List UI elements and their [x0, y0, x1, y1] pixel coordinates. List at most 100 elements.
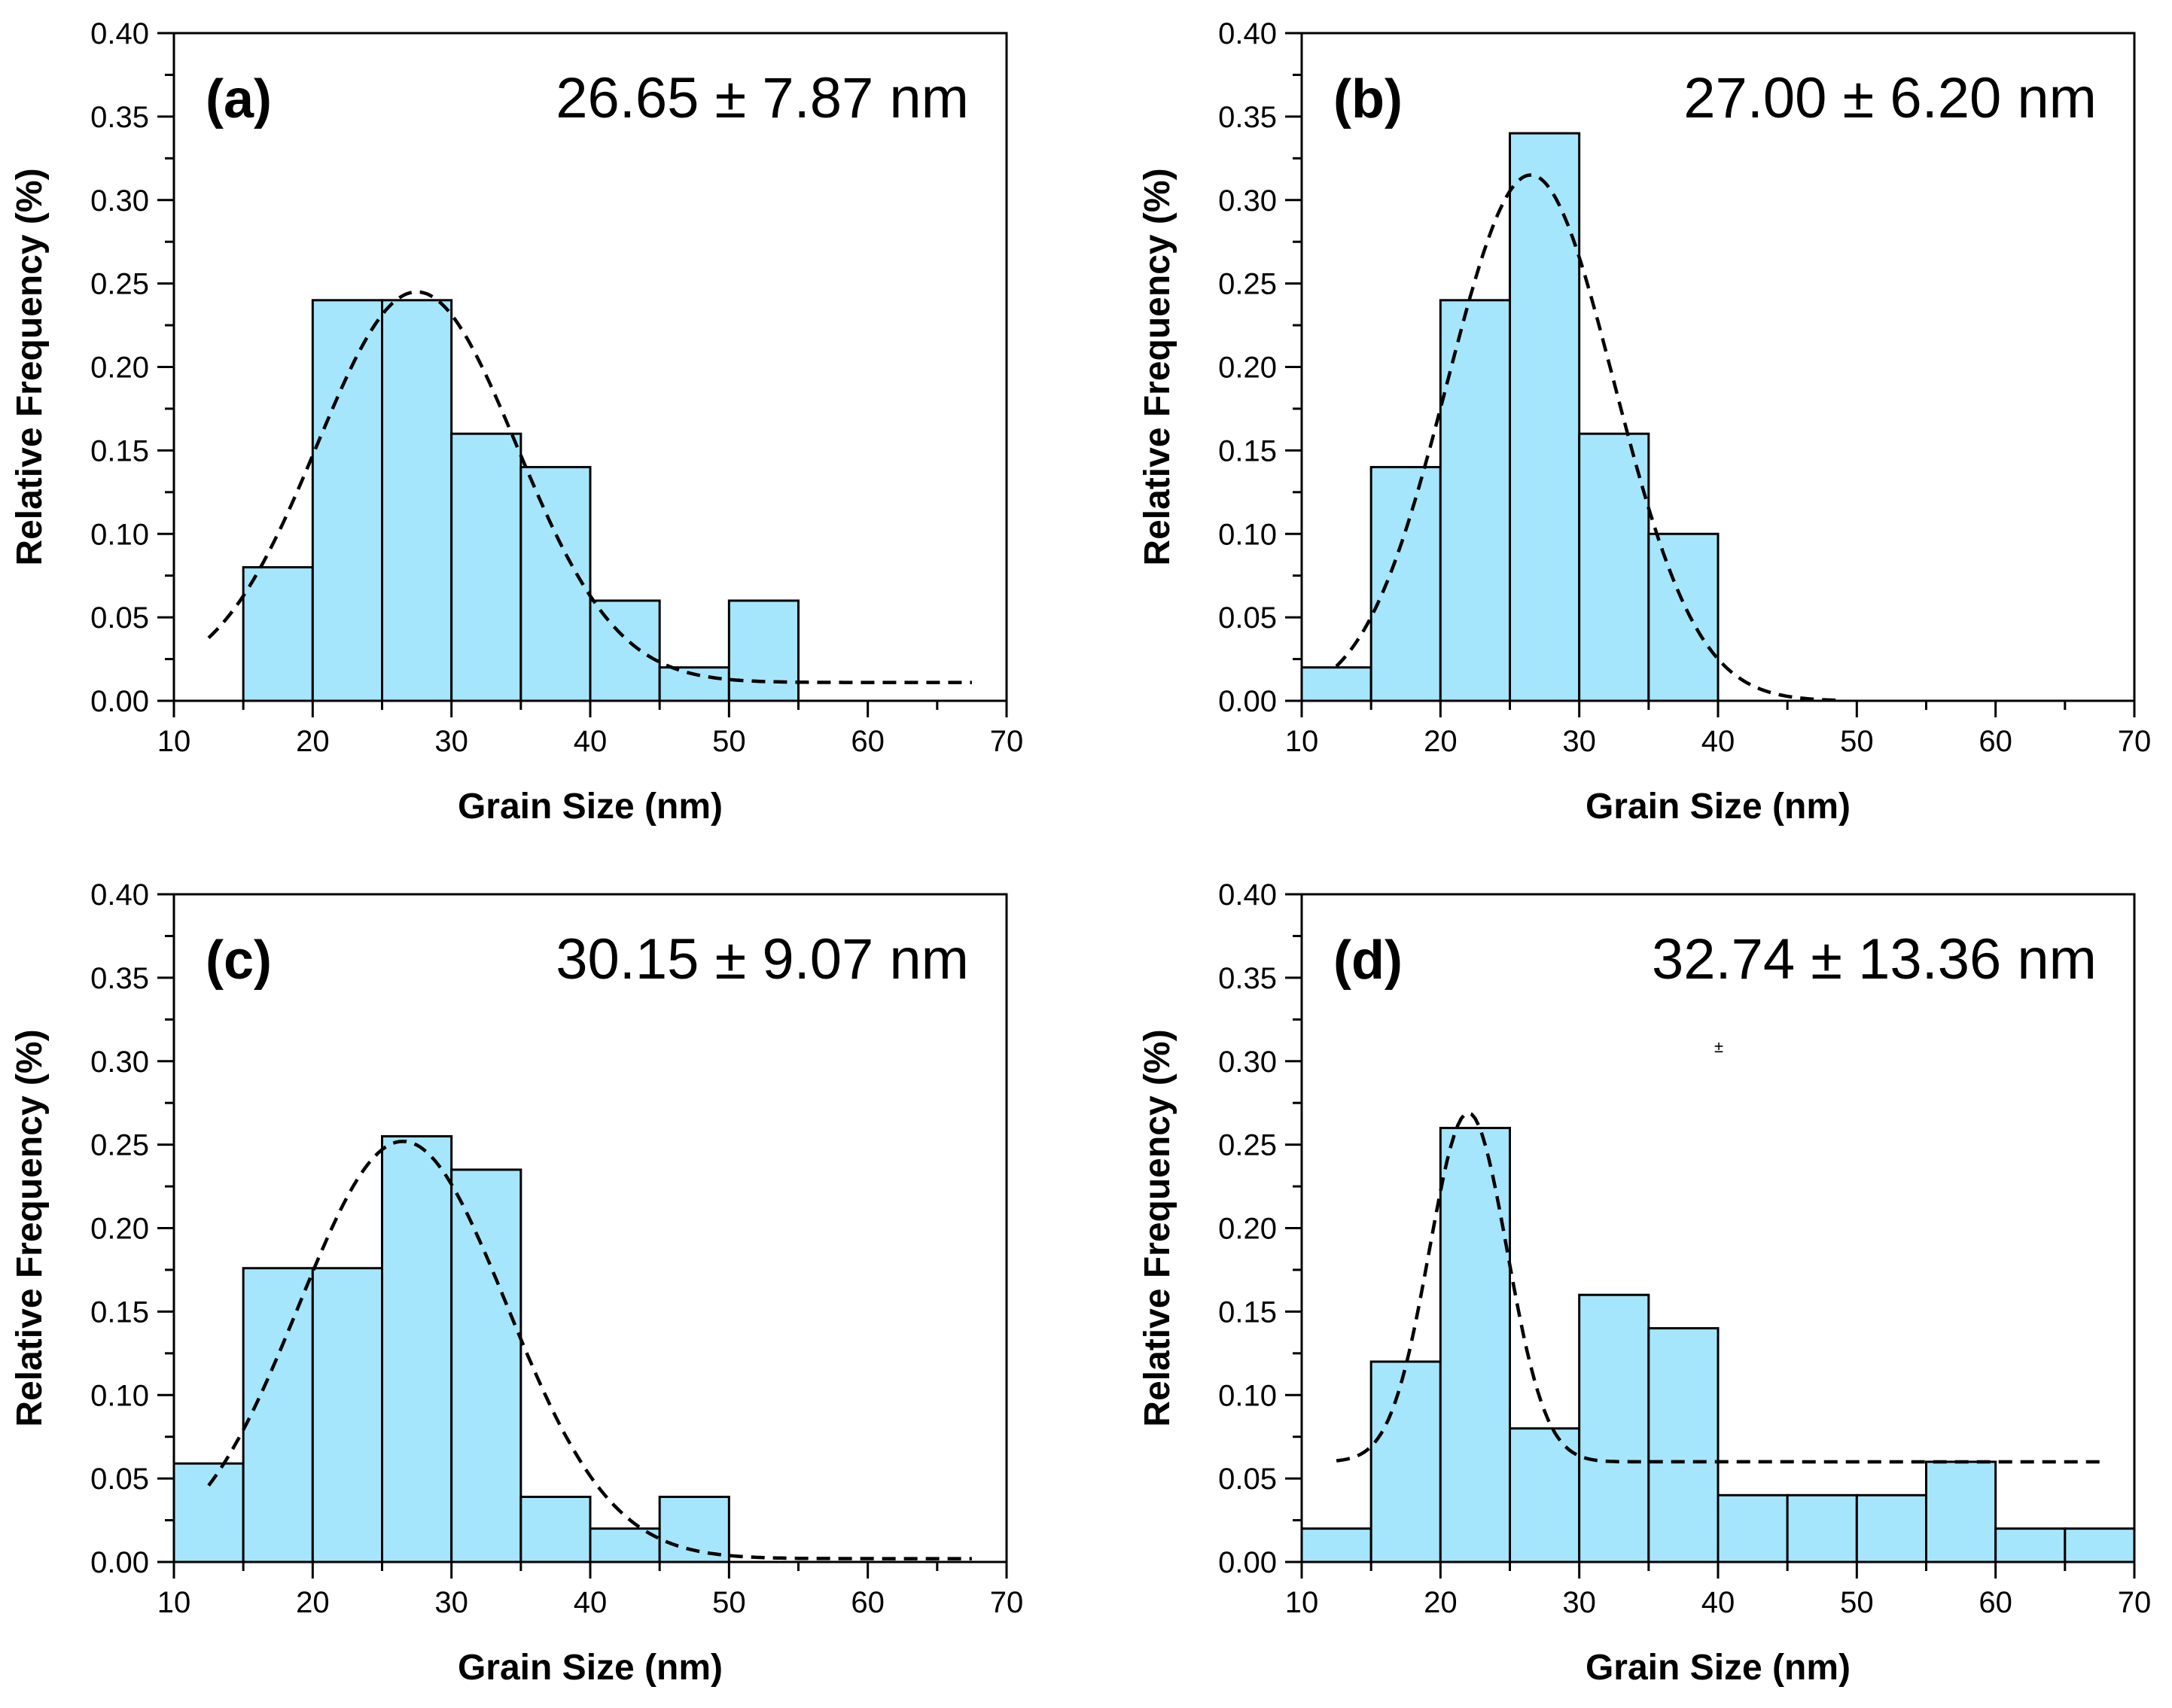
histogram-bar	[1647, 532, 1720, 702]
mean-std-label: 26.65 ± 7.87 nm	[556, 66, 969, 130]
panel-d: 10 20 30 40 50 60 70 0.00 0.05 0.10 0.15 0.20 0.25 0.…	[1138, 878, 2151, 1688]
x-tick-label: 10	[157, 725, 191, 758]
x-tick-label: 30	[1562, 725, 1596, 758]
y-tick-label: 0.20	[90, 1213, 149, 1246]
mean-std-label: 30.15 ± 9.07 nm	[556, 927, 969, 991]
y-tick-label: 0.30	[90, 1046, 149, 1079]
panel-c: 10 20 30 40 50 60 70 0.00 0.05 0.10 0.15 0.20 0.25 0.…	[10, 878, 1023, 1688]
y-tick-label: 0.25	[90, 268, 149, 301]
histogram-bar	[1578, 1293, 1650, 1563]
x-tick-label: 70	[990, 725, 1024, 758]
histogram-bar	[172, 1462, 245, 1563]
histogram-bar	[727, 599, 800, 702]
y-tick-label: 0.05	[90, 601, 149, 635]
panel-label: (d)	[1333, 930, 1403, 991]
histogram-bar	[658, 1496, 730, 1563]
y-axis-title: Relative Frequency (%)	[1138, 1029, 1177, 1426]
x-tick-label: 30	[1562, 1586, 1596, 1619]
y-tick-label: 0.00	[1218, 1546, 1277, 1579]
histogram-bar	[450, 1168, 522, 1563]
histogram-bar	[381, 299, 453, 702]
x-tick-label: 10	[1285, 1586, 1319, 1619]
y-tick-label: 0.10	[90, 1379, 149, 1412]
x-tick-label: 60	[851, 1586, 885, 1619]
panel-label: (a)	[206, 69, 272, 129]
y-tick-label: 0.35	[1218, 101, 1277, 134]
y-tick-label: 0.40	[1218, 17, 1277, 50]
x-tick-label: 40	[1701, 1586, 1735, 1619]
stray-plus-minus-mark: ±	[1714, 1037, 1723, 1056]
x-tick-label: 70	[990, 1586, 1024, 1619]
y-tick-label: 0.30	[1218, 184, 1277, 218]
histogram-bar	[381, 1135, 453, 1563]
y-tick-label: 0.00	[90, 1546, 149, 1579]
y-tick-label: 0.15	[90, 434, 149, 467]
y-tick-label: 0.20	[1218, 352, 1277, 385]
y-tick-label: 0.35	[90, 962, 149, 995]
x-axis-title: Grain Size (nm)	[1586, 787, 1851, 827]
histogram-bar	[1369, 1360, 1442, 1563]
x-tick-label: 50	[1840, 725, 1874, 758]
histogram-bar	[1786, 1493, 1858, 1563]
y-tick-label: 0.15	[90, 1295, 149, 1329]
histogram-bar	[1509, 132, 1581, 702]
y-tick-label: 0.15	[1218, 1295, 1277, 1329]
x-axis-title: Grain Size (nm)	[1586, 1648, 1851, 1688]
y-tick-label: 0.20	[1218, 1213, 1277, 1246]
x-tick-label: 50	[712, 725, 746, 758]
histogram-bar	[1300, 666, 1372, 702]
panel-a: 10 20 30 40 50 60 70 0.00 0.05 0.10 0.15 0.20 0.25 0.…	[10, 17, 1023, 827]
y-tick-label: 0.30	[1218, 1046, 1277, 1079]
histogram-bar	[311, 1267, 384, 1563]
histogram-bar	[658, 666, 730, 702]
x-tick-label: 40	[1701, 725, 1735, 758]
fit-curve	[1336, 1111, 2100, 1464]
y-tick-label: 0.25	[90, 1129, 149, 1162]
fit-curve	[207, 290, 972, 684]
histogram-bar	[1994, 1527, 2067, 1563]
x-tick-label: 20	[1424, 725, 1458, 758]
x-tick-label: 70	[2118, 1586, 2152, 1619]
panel-b: 10 20 30 40 50 60 70 0.00 0.05 0.10 0.15 0.20 0.25 0.…	[1138, 17, 2151, 827]
x-tick-label: 20	[296, 725, 330, 758]
y-tick-label: 0.35	[90, 101, 149, 134]
y-tick-label: 0.10	[90, 518, 149, 551]
x-tick-label: 30	[434, 725, 468, 758]
histogram-bar	[311, 299, 384, 702]
y-tick-label: 0.05	[1218, 601, 1277, 635]
histogram-bar	[2064, 1527, 2136, 1563]
x-tick-label: 30	[434, 1586, 468, 1619]
y-axis-title: Relative Frequency (%)	[10, 1029, 50, 1426]
histogram-bar	[1717, 1493, 1789, 1563]
fit-curve	[207, 1139, 972, 1560]
x-tick-label: 10	[1285, 725, 1319, 758]
mean-std-label: 32.74 ± 13.36 nm	[1652, 927, 2097, 991]
x-tick-label: 60	[1979, 725, 2012, 758]
histogram-bar	[1647, 1327, 1720, 1563]
y-tick-label: 0.40	[90, 17, 149, 50]
mean-std-label: 27.00 ± 6.20 nm	[1683, 66, 2097, 130]
y-tick-label: 0.35	[1218, 962, 1277, 995]
x-tick-label: 70	[2118, 725, 2152, 758]
y-tick-label: 0.15	[1218, 434, 1277, 467]
y-tick-label: 0.00	[1218, 685, 1277, 718]
x-axis-title: Grain Size (nm)	[458, 1648, 723, 1688]
x-tick-label: 50	[1840, 1586, 1874, 1619]
x-tick-label: 40	[574, 725, 608, 758]
x-tick-label: 50	[712, 1586, 746, 1619]
y-tick-label: 0.25	[1218, 268, 1277, 301]
fit-curve	[1335, 173, 1836, 702]
histogram-bar	[1855, 1493, 1927, 1563]
y-tick-label: 0.05	[1218, 1463, 1277, 1496]
x-tick-label: 10	[157, 1586, 191, 1619]
panel-label: (b)	[1333, 69, 1403, 129]
histogram-bar	[1925, 1460, 1997, 1563]
histogram-bar	[1439, 1126, 1512, 1563]
y-axis-title: Relative Frequency (%)	[1138, 168, 1177, 565]
histogram-bar	[242, 566, 314, 702]
x-tick-label: 20	[296, 1586, 330, 1619]
histogram-bar	[1300, 1527, 1372, 1563]
panel-label: (c)	[206, 930, 272, 991]
y-tick-label: 0.10	[1218, 1379, 1277, 1412]
histogram-bar	[450, 432, 522, 702]
